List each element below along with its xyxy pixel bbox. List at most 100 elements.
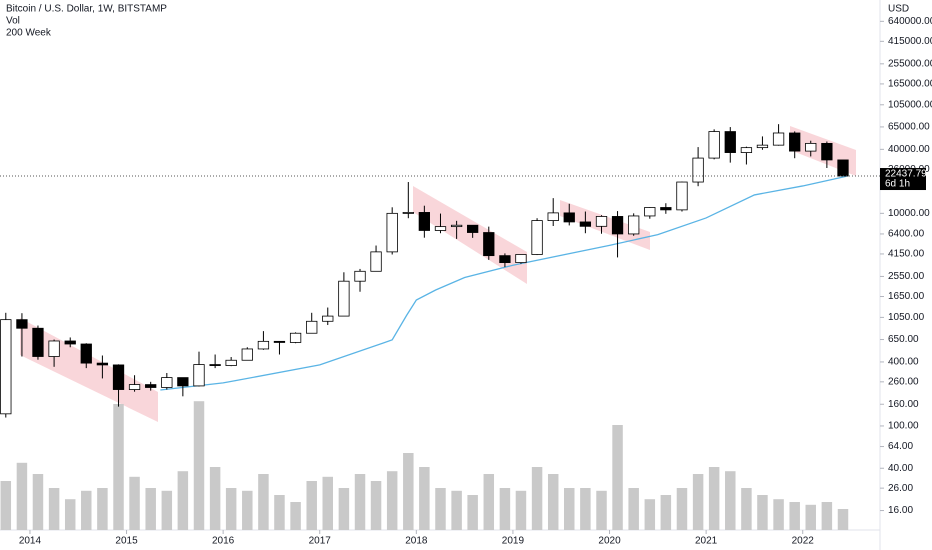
candle-body [515, 254, 527, 264]
candle-body [772, 132, 785, 146]
x-tick-label: 2018 [405, 536, 428, 547]
volume-bar [805, 504, 816, 530]
volume-bar [708, 467, 720, 530]
candle-body [740, 147, 753, 153]
y-tick-label: 165000.00 [888, 79, 932, 90]
channel [413, 186, 527, 284]
last-price-label: 22437.79 [885, 169, 927, 180]
y-tick-label: 65000.00 [888, 122, 930, 133]
candle-body [789, 132, 801, 152]
y-tick-label: 64.00 [888, 441, 913, 452]
y-tick-label: 10000.00 [888, 208, 930, 219]
volume-bar [242, 490, 253, 530]
volume-bar [773, 499, 784, 530]
candle-body [660, 207, 672, 211]
x-tick-label: 2022 [792, 536, 815, 547]
volume-bar [290, 502, 301, 530]
y-tick-label: 160.00 [888, 399, 919, 410]
volume-bar [322, 476, 333, 530]
candle-body [611, 216, 624, 235]
volume-bar [467, 495, 478, 530]
candle-body [48, 340, 60, 357]
candle-body [483, 232, 495, 257]
volume-bar [145, 488, 156, 530]
candle-body [708, 131, 720, 159]
x-tick-label: 2014 [19, 536, 42, 547]
y-tick-label: 640000.00 [888, 16, 932, 27]
moving-average [160, 175, 848, 391]
ma-legend: 200 Week [6, 28, 52, 39]
volume-bar [499, 488, 511, 530]
last-price-box [880, 168, 926, 191]
candle-body [289, 332, 302, 343]
candle-body [96, 362, 109, 366]
volume-bar [547, 474, 559, 530]
volume-bar [129, 476, 140, 530]
candle-body [354, 270, 366, 282]
candle-body [692, 157, 704, 183]
y-tick-label: 100.00 [888, 421, 919, 432]
candle-body [805, 142, 817, 152]
candle-body [579, 221, 592, 227]
candle-body [306, 320, 318, 334]
volume-bar [515, 490, 527, 530]
y-tick-label: 255000.00 [888, 58, 932, 69]
candle-body [547, 212, 559, 221]
x-tick-label: 2021 [695, 536, 718, 547]
y-tick-label: 1650.00 [888, 291, 925, 302]
volume-bar [660, 495, 672, 530]
volume-bar [596, 490, 607, 530]
y-tick-label: 26.00 [888, 483, 913, 494]
candle-body [676, 181, 688, 211]
x-tick-label: 2017 [309, 536, 332, 547]
volume-bar [612, 425, 623, 530]
y-tick-label: 40000.00 [888, 144, 930, 155]
volume-bar [435, 488, 446, 530]
candle-body [724, 131, 736, 153]
candle-body [209, 364, 221, 366]
candle-body [338, 280, 350, 317]
volume-bar [531, 467, 543, 530]
volume-bar [209, 467, 221, 530]
candle-body [386, 212, 398, 253]
x-tick-label: 2019 [502, 536, 525, 547]
candle-body [241, 348, 253, 361]
volume-bar [338, 488, 350, 530]
y-tick-label: 4150.00 [888, 249, 925, 260]
volume-bar [354, 474, 366, 530]
volume-bar [0, 481, 12, 530]
candle-body [0, 319, 12, 415]
candle-body [193, 364, 205, 387]
volume-bar [692, 474, 704, 530]
candle-body [225, 359, 237, 366]
candle-body [257, 340, 270, 350]
volume-bar [48, 488, 60, 530]
volume-bar [32, 474, 44, 530]
x-tick-label: 2020 [598, 536, 621, 547]
volume-bar [676, 488, 688, 530]
candle-body [837, 159, 849, 177]
volume-bar [386, 471, 398, 530]
volume-bar [789, 502, 800, 530]
volume-bar [177, 471, 189, 530]
volume-bar [370, 481, 382, 530]
y-tick-label: 415000.00 [888, 36, 932, 47]
volume-bar [419, 467, 430, 530]
volume-bar [837, 509, 849, 530]
candle-body [64, 340, 76, 345]
volume-bar [274, 495, 285, 530]
volume-bar [81, 490, 92, 530]
volume-bar [451, 490, 462, 530]
candle-body [80, 343, 92, 364]
candle-body [756, 144, 769, 149]
volume-bar [306, 481, 317, 530]
y-tick-label: 6400.00 [888, 229, 925, 240]
candle-body [450, 224, 463, 228]
candle-body [370, 251, 382, 272]
candle-body [161, 377, 173, 388]
y-tick-label: 105000.00 [888, 99, 932, 110]
y-tick-label: 650.00 [888, 334, 919, 345]
candle-body [467, 224, 479, 233]
volume-bar [64, 499, 76, 530]
